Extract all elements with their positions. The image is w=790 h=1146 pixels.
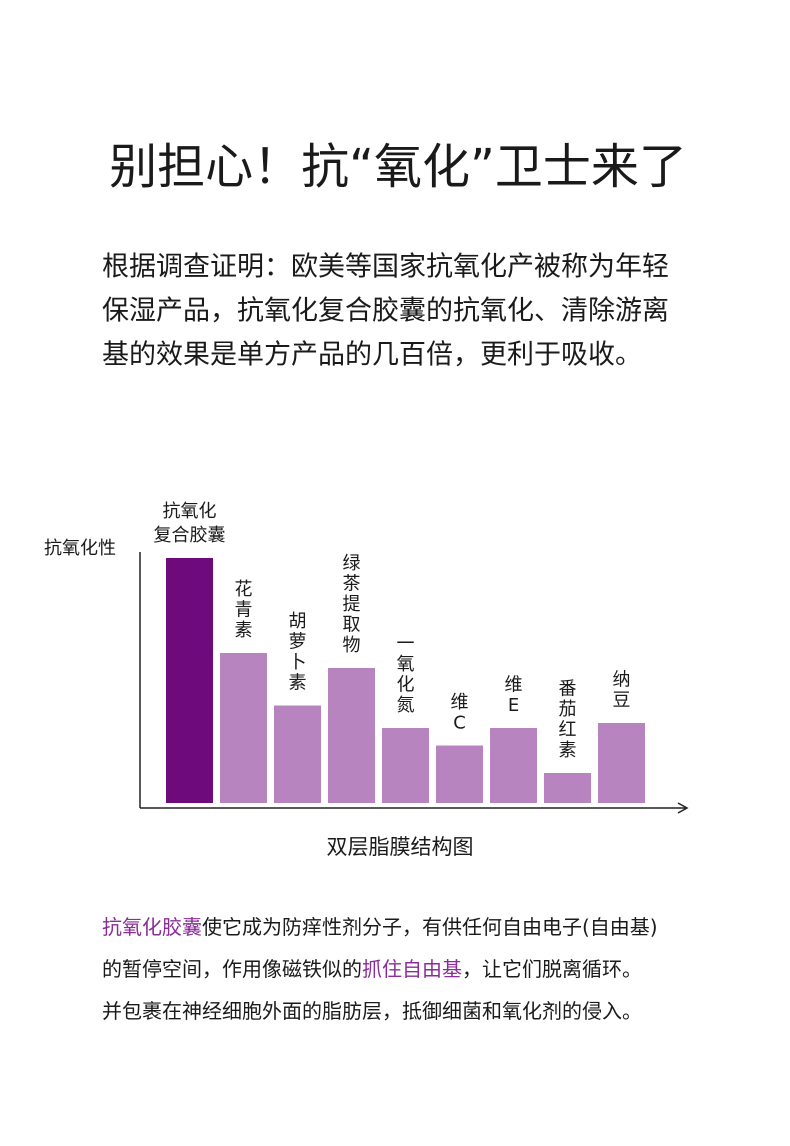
category-label: 氮 bbox=[397, 695, 415, 716]
category-label: 维 bbox=[451, 692, 469, 713]
category-label: 茄 bbox=[559, 699, 577, 720]
footer-line: 抗氧化胶囊使它成为防痒性剂分子，有供任何自由电子(自由基) bbox=[102, 915, 658, 939]
category-label: 物 bbox=[343, 635, 361, 656]
x-axis-arrow bbox=[677, 802, 689, 814]
bar bbox=[382, 728, 429, 803]
bar bbox=[544, 773, 591, 803]
bar bbox=[328, 668, 375, 803]
category-label: 胡 bbox=[289, 611, 307, 632]
intro-line: 保湿产品，抗氧化复合胶囊的抗氧化、清除游离 bbox=[102, 296, 669, 327]
footer-line: 的暂停空间，作用像磁铁似的抓住自由基，让它们脱离循环。 bbox=[102, 957, 642, 981]
bar bbox=[274, 705, 321, 803]
bar bbox=[490, 728, 537, 803]
category-label: 红 bbox=[559, 720, 577, 741]
category-label: 萝 bbox=[289, 632, 307, 653]
category-label: 复合胶囊 bbox=[154, 525, 226, 546]
bar bbox=[220, 653, 267, 803]
category-label: 提 bbox=[343, 594, 361, 615]
intro-line: 基的效果是单方产品的几百倍，更利于吸收。 bbox=[102, 340, 642, 371]
category-label: 绿 bbox=[343, 553, 361, 574]
body-text: ，让它们脱离循环。 bbox=[462, 957, 642, 981]
bar bbox=[166, 558, 213, 803]
bar bbox=[436, 745, 483, 803]
x-axis-title: 双层脂膜结构图 bbox=[327, 835, 474, 859]
category-label: 取 bbox=[343, 615, 361, 636]
body-text: 并包裹在神经细胞外面的脂肪层，抵御细菌和氧化剂的侵入。 bbox=[102, 999, 642, 1023]
bar bbox=[598, 723, 645, 803]
body-text: 的暂停空间，作用像磁铁似的 bbox=[102, 957, 362, 981]
footer-line: 并包裹在神经细胞外面的脂肪层，抵御细菌和氧化剂的侵入。 bbox=[102, 999, 642, 1023]
y-axis-title: 抗氧化性 bbox=[44, 538, 116, 559]
category-label: 卜 bbox=[289, 652, 307, 673]
category-label: 茶 bbox=[343, 574, 361, 595]
category-label: 抗氧化 bbox=[163, 501, 217, 522]
category-label: 素 bbox=[289, 673, 307, 694]
highlight-text: 抓住自由基 bbox=[362, 957, 462, 981]
category-label: 素 bbox=[559, 740, 577, 761]
category-label: 化 bbox=[397, 675, 415, 696]
intro-line: 根据调查证明：欧美等国家抗氧化产被称为年轻 bbox=[102, 252, 669, 283]
category-label: 番 bbox=[559, 679, 577, 700]
category-label: 维 bbox=[505, 675, 523, 696]
category-label: 青 bbox=[235, 600, 253, 621]
body-text: 使它成为防痒性剂分子，有供任何自由电子(自由基) bbox=[202, 915, 658, 939]
category-label: 花 bbox=[235, 579, 253, 600]
category-label: 氧 bbox=[397, 654, 415, 675]
category-label: 素 bbox=[235, 620, 253, 641]
category-label: E bbox=[508, 695, 519, 716]
category-label: 豆 bbox=[613, 690, 631, 711]
category-label: 纳 bbox=[613, 670, 631, 691]
category-label: C bbox=[453, 713, 466, 734]
highlight-text: 抗氧化胶囊 bbox=[102, 915, 202, 939]
title: 别担心！抗“氧化”卫士来了 bbox=[109, 139, 687, 195]
category-label: 一 bbox=[397, 634, 415, 655]
